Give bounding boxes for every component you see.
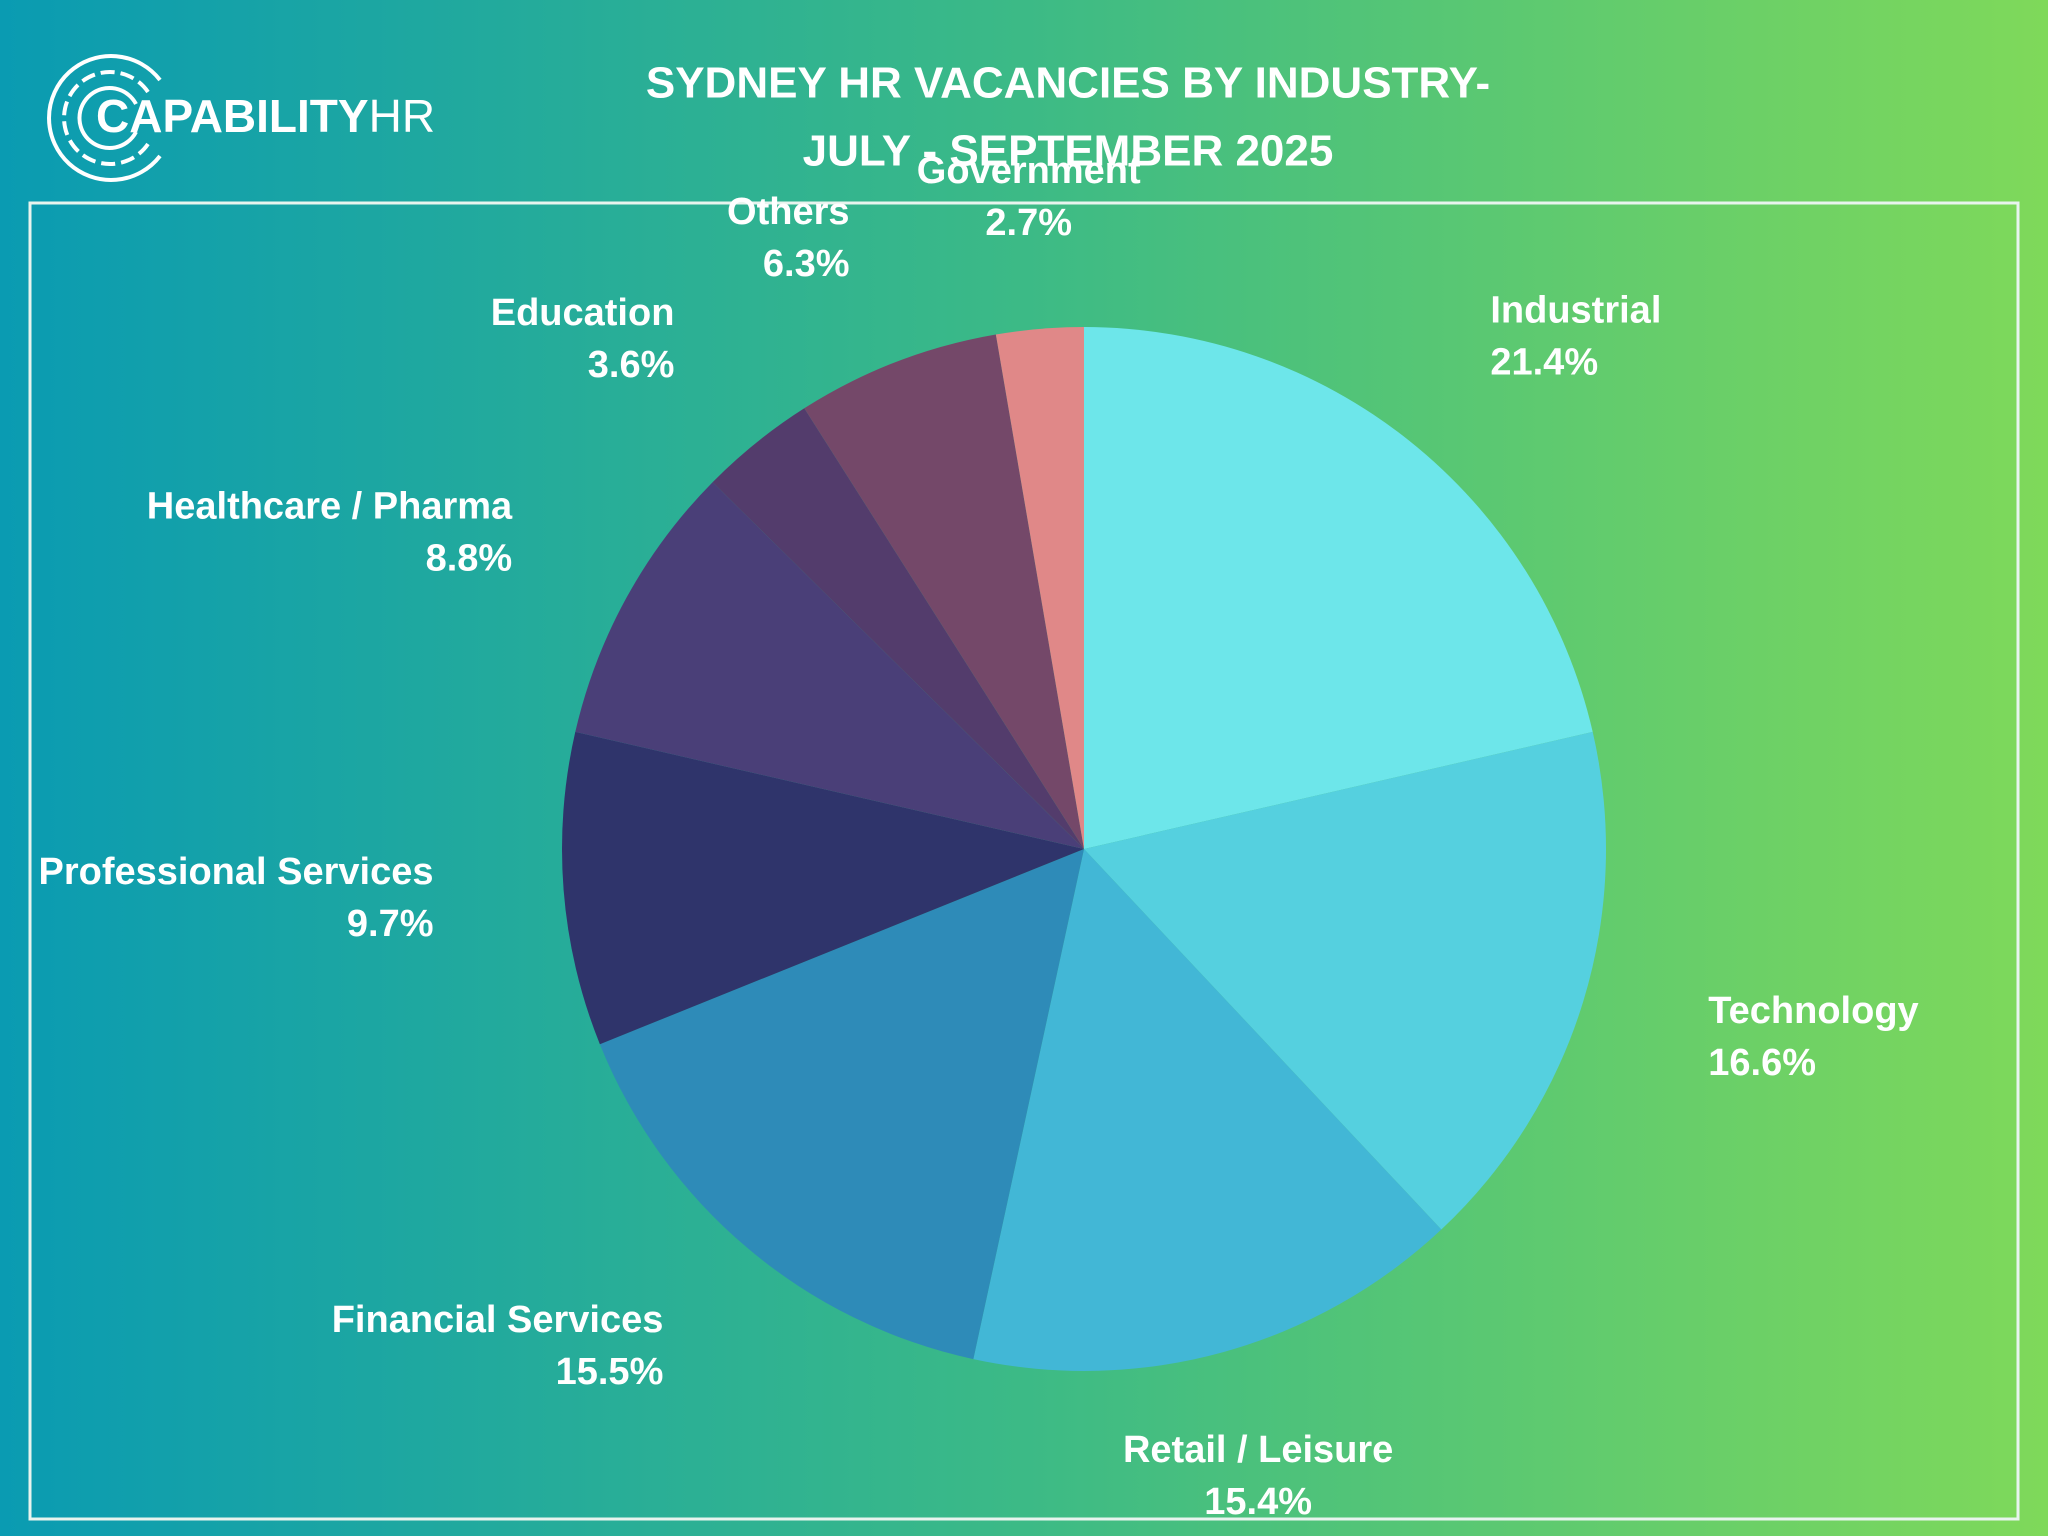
pie-slice [804, 334, 1084, 849]
logo: CAPABILITYHR [96, 90, 435, 142]
slice-value: 3.6% [588, 344, 675, 386]
chart-title: SYDNEY HR VACANCIES BY INDUSTRY- [646, 59, 1490, 108]
slice-label: Others [727, 191, 849, 233]
slice-label: Education [491, 292, 675, 334]
slice-label: Professional Services [39, 851, 434, 893]
slice-value: 9.7% [347, 903, 434, 945]
slice-value: 15.4% [1204, 1481, 1312, 1523]
logo-mark [47, 54, 162, 182]
slice-value: 15.5% [556, 1351, 664, 1393]
pie-slice [1084, 731, 1606, 1230]
slice-label: Healthcare / Pharma [147, 486, 513, 528]
pie-slice [599, 849, 1084, 1360]
slice-label: Financial Services [332, 1299, 664, 1341]
slice-label: Industrial [1490, 290, 1661, 332]
pie-slice [973, 849, 1442, 1371]
slice-value: 8.8% [426, 538, 513, 580]
chart-title: JULY - SEPTEMBER 2025 [803, 127, 1334, 176]
pie-slice [712, 408, 1084, 849]
pie-slice [995, 327, 1084, 849]
slice-label: Government [917, 150, 1141, 192]
pie-slice [575, 482, 1084, 849]
slice-label: Technology [1708, 990, 1918, 1032]
pie-slice [562, 731, 1084, 1045]
slice-value: 16.6% [1708, 1042, 1816, 1084]
frame [28, 201, 2020, 1521]
pie-slice [1084, 327, 1593, 849]
slice-value: 2.7% [985, 202, 1072, 244]
slice-value: 21.4% [1490, 342, 1598, 384]
logo-name: CAPABILITY [96, 90, 369, 142]
slice-label: Retail / Leisure [1123, 1429, 1393, 1471]
slice-value: 6.3% [763, 243, 850, 285]
logo-suffix: HR [369, 90, 435, 142]
